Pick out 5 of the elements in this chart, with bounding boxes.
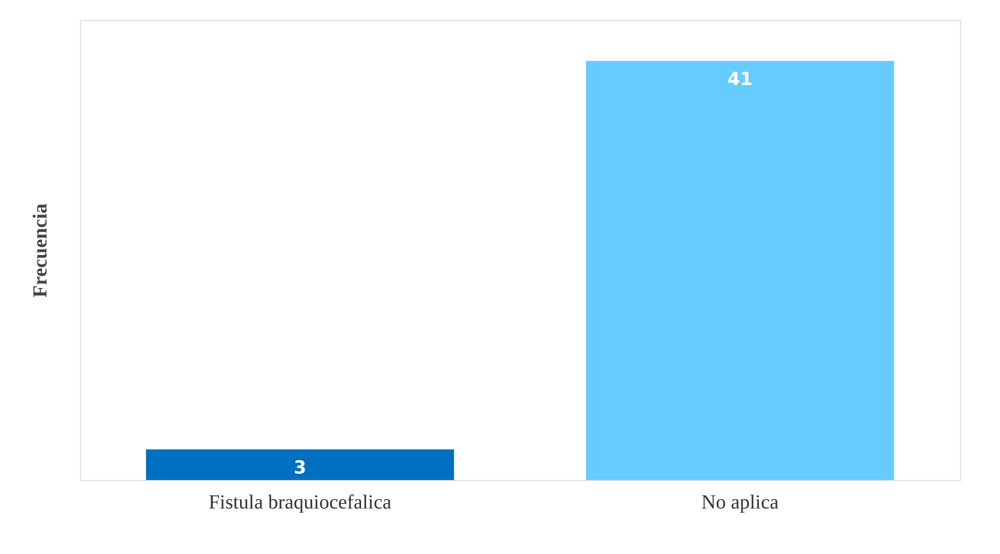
y-axis-title: Frecuencia — [30, 203, 52, 298]
data-label: 3 — [294, 457, 306, 478]
data-label: 41 — [727, 68, 753, 90]
x-tick-label: No aplica — [701, 492, 779, 514]
x-tick-label: Fistula braquiocefalica — [208, 492, 392, 514]
